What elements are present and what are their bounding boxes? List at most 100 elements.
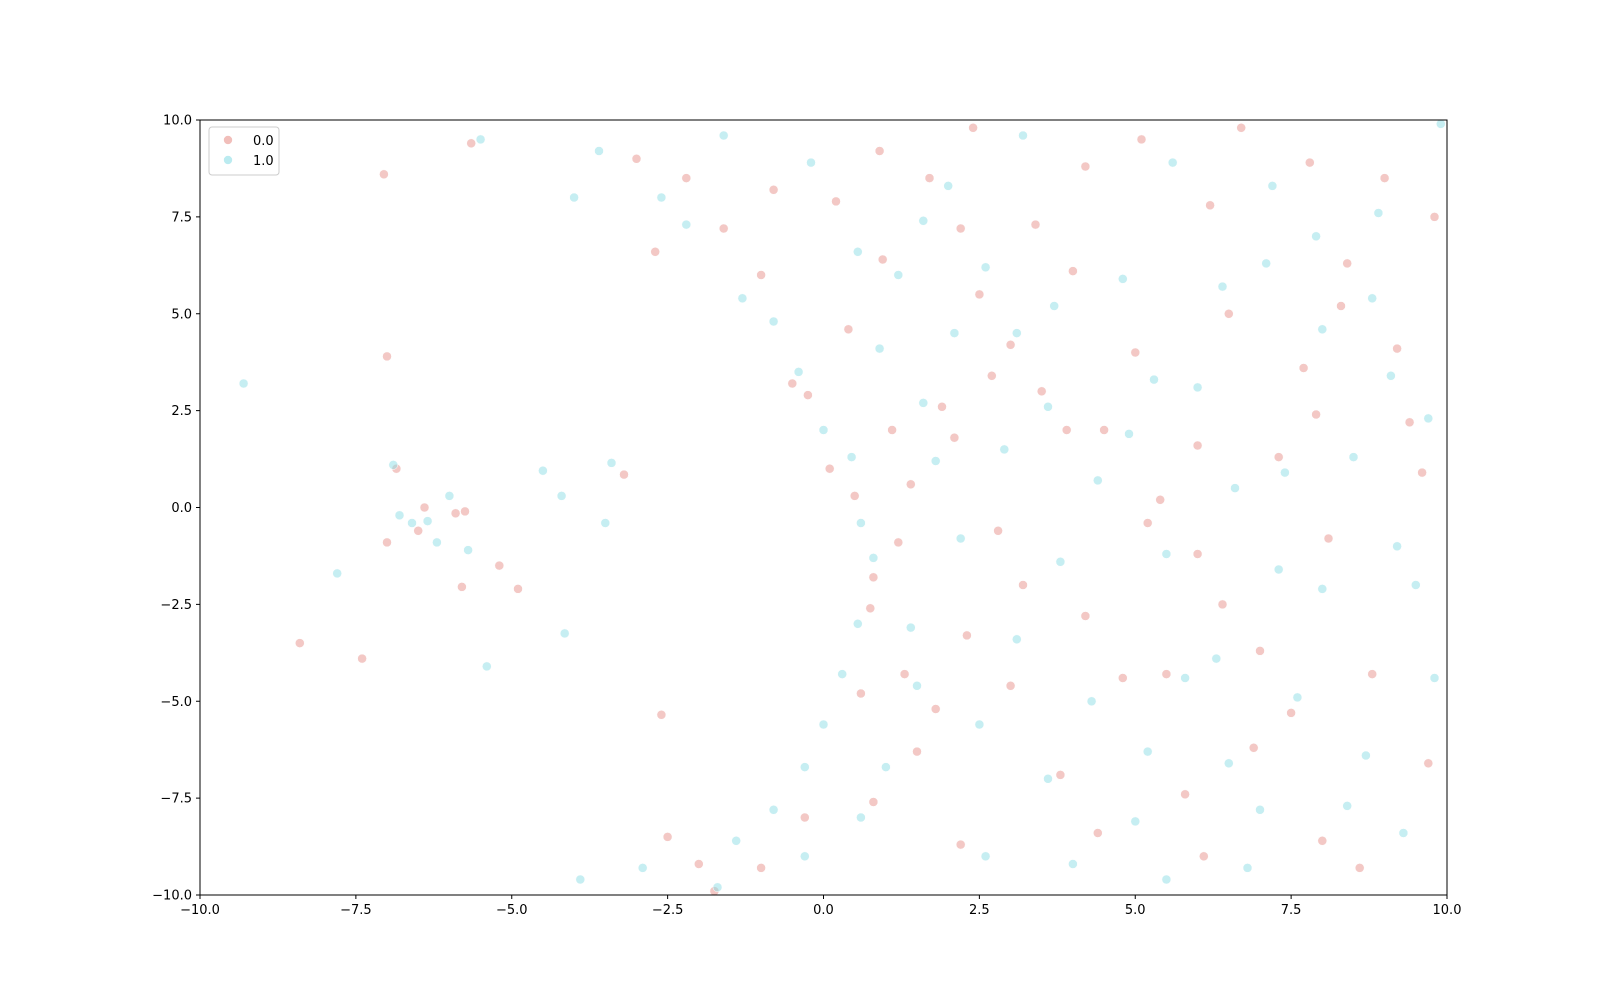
x-tick-label: −10.0 [180,903,220,918]
point-series-1-2 [388,460,399,470]
point-series-1-85 [718,130,729,141]
point-series-1-16 [569,192,579,203]
point-series-0-44 [1192,549,1203,559]
point-series-0-78 [1342,258,1352,269]
point-series-1-14 [422,516,433,526]
legend-marker-0 [223,135,233,145]
point-series-1-87 [874,343,885,354]
point-series-1-68 [974,719,985,730]
point-series-0-65 [1068,266,1078,276]
point-series-1-6 [444,491,455,501]
point-series-0-63 [937,402,947,412]
point-series-0-83 [1005,681,1016,691]
point-series-1-74 [1280,467,1290,478]
point-series-0-79 [1392,343,1402,354]
legend-marker-1 [223,155,233,165]
point-series-0-25 [868,572,879,583]
point-series-1-26 [853,619,863,629]
point-series-0-47 [1336,301,1346,311]
point-series-0-43 [1155,495,1165,505]
point-series-0-46 [1311,409,1321,420]
x-tick-label: −5.0 [496,903,528,918]
point-series-0-38 [974,289,985,300]
point-series-0-57 [1429,212,1440,222]
point-series-1-5 [432,537,442,548]
point-series-0-12 [295,638,305,648]
point-series-1-24 [856,518,866,528]
x-tick-label: 2.5 [969,903,990,918]
point-series-1-77 [1086,696,1097,707]
point-series-0-93 [906,479,916,490]
y-tick-label: 2.5 [171,404,192,419]
point-series-0-24 [849,491,860,501]
point-series-1-37 [881,762,891,772]
point-series-1-30 [768,805,779,815]
point-series-0-29 [899,669,910,679]
x-tick-label: 5.0 [1125,903,1146,918]
points-layer [238,119,1446,896]
y-tick-label: −10.0 [152,889,192,904]
point-series-1-60 [1142,746,1153,757]
point-series-1-86 [656,192,667,203]
point-series-1-93 [1311,231,1321,242]
point-series-1-95 [1255,805,1265,815]
point-series-0-60 [1055,770,1066,780]
point-series-0-58 [949,432,960,443]
point-series-1-79 [1267,181,1278,191]
point-series-1-31 [731,836,741,846]
point-series-1-35 [800,851,810,862]
point-series-1-83 [918,216,929,226]
point-series-0-19 [718,223,729,234]
x-tick-label: 0.0 [813,903,834,918]
point-series-0-87 [1354,863,1365,873]
point-series-0-1 [382,351,392,362]
point-series-1-82 [853,247,863,257]
point-series-1-42 [949,328,960,338]
point-series-0-62 [1417,467,1427,478]
point-series-0-85 [1093,828,1103,838]
point-series-0-75 [1030,219,1041,230]
point-series-0-99 [955,223,966,234]
point-series-1-28 [818,719,829,730]
point-series-1-73 [1192,382,1203,393]
point-series-0-59 [1248,743,1259,753]
point-series-1-97 [1068,859,1078,869]
point-series-1-12 [600,518,611,528]
point-series-1-94 [1342,801,1352,811]
point-series-1-0 [238,378,249,389]
point-series-0-48 [1404,417,1415,428]
point-series-0-73 [887,425,897,435]
point-series-1-61 [1224,758,1234,769]
point-series-0-67 [1305,157,1315,168]
point-series-0-16 [650,247,660,257]
point-series-0-98 [893,537,904,548]
point-series-1-46 [1093,475,1103,486]
y-tick-label: 0.0 [171,501,192,516]
point-series-1-69 [1012,634,1022,645]
x-tick-label: 10.0 [1433,903,1462,918]
y-axis: −10.0 −7.5 −5.0 −2.5 0.0 2.5 5.0 7.5 10.0 [152,114,200,904]
point-series-1-17 [594,146,604,156]
x-tick-label: −2.5 [652,903,684,918]
point-series-1-33 [575,874,586,885]
point-series-1-54 [1317,324,1328,335]
point-series-1-98 [980,851,991,862]
point-series-0-22 [803,390,813,400]
point-series-0-51 [1161,669,1172,679]
point-series-1-21 [793,367,804,377]
point-series-1-18 [681,219,692,230]
point-series-0-55 [1018,580,1028,590]
point-series-0-91 [1061,425,1072,435]
point-series-0-37 [930,704,941,714]
point-series-1-80 [1373,208,1384,218]
point-series-0-20 [756,270,766,280]
axes-frame [199,119,1448,896]
point-series-0-53 [1080,161,1091,172]
point-series-0-84 [962,630,972,641]
point-series-0-61 [1367,669,1377,679]
point-series-0-32 [694,859,704,869]
point-series-0-82 [1080,611,1091,621]
point-series-0-8 [457,582,467,592]
point-series-0-88 [1423,758,1434,769]
point-series-0-30 [868,797,879,807]
